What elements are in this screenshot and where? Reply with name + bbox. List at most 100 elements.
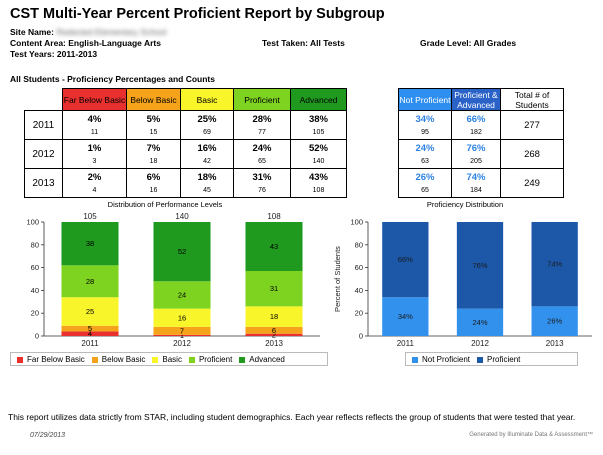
table-header-row: Far Below Basic Below Basic Basic Profic… bbox=[25, 88, 564, 111]
header-not-proficient: Not Proficient bbox=[398, 88, 452, 111]
proficiency-chart-title: Proficiency Distribution bbox=[426, 200, 504, 209]
cell-proficient: 24% 65 bbox=[233, 139, 291, 169]
row-year: 2012 bbox=[24, 139, 63, 169]
cell-count: 108 bbox=[312, 186, 325, 194]
bar-segment bbox=[245, 306, 303, 327]
cell-proficient-advanced: 74% 184 bbox=[451, 168, 501, 198]
cell-percent: 34% bbox=[415, 113, 435, 125]
cell-count: 140 bbox=[312, 157, 325, 165]
bar-segment bbox=[531, 306, 578, 336]
legend-label: Basic bbox=[162, 355, 182, 364]
bar-segment bbox=[382, 297, 429, 336]
y-tick-label: 60 bbox=[355, 263, 363, 272]
cell-count: 16 bbox=[149, 186, 158, 194]
legend-swatch bbox=[17, 356, 23, 363]
report-title: CST Multi-Year Percent Proficient Report… bbox=[10, 6, 385, 22]
cell-advanced: 38% 105 bbox=[290, 110, 347, 140]
header-below-basic: Below Basic bbox=[126, 88, 181, 111]
bar-segment bbox=[382, 222, 429, 298]
x-tick-label: 2012 bbox=[471, 339, 489, 348]
cell-gap bbox=[347, 111, 399, 140]
header-proficient-advanced: Proficient & Advanced bbox=[451, 88, 501, 111]
cell-not-proficient: 34% 95 bbox=[398, 110, 452, 140]
legend-item: Basic bbox=[152, 355, 182, 364]
cell-percent: 74% bbox=[466, 171, 486, 183]
legend-label: Not Proficient bbox=[422, 355, 471, 364]
legend-swatch bbox=[152, 356, 159, 363]
cell-percent: 16% bbox=[197, 142, 217, 154]
legend-item: Advanced bbox=[239, 355, 285, 364]
y-tick-label: 100 bbox=[350, 218, 363, 227]
cell-count: 182 bbox=[470, 128, 482, 136]
cell-basic: 16% 42 bbox=[180, 139, 234, 169]
bar-segment bbox=[61, 265, 119, 298]
cell-count: 65 bbox=[421, 186, 429, 194]
cell-percent: 66% bbox=[466, 113, 486, 125]
table-row: 2013 2% 4 6% 16 18% 45 31% 76 43% 108 26% 65 7… bbox=[24, 168, 564, 198]
site-name-value: Redacted Elementary School bbox=[56, 27, 167, 37]
x-tick-label: 2012 bbox=[173, 339, 191, 348]
bar-segment bbox=[531, 222, 578, 307]
cell-count: 77 bbox=[258, 128, 266, 136]
segment-label: 2 bbox=[272, 330, 276, 339]
legend-swatch bbox=[188, 356, 195, 363]
cell-basic: 25% 69 bbox=[180, 110, 234, 140]
cell-percent: 24% bbox=[415, 142, 435, 154]
cell-percent: 2% bbox=[87, 171, 102, 183]
header-spacer bbox=[25, 89, 63, 111]
cell-percent: 26% bbox=[415, 171, 435, 183]
segment-label: 28 bbox=[86, 277, 94, 286]
header-advanced: Advanced bbox=[290, 88, 347, 111]
legend-label: Advanced bbox=[249, 355, 285, 364]
cell-count: 63 bbox=[421, 157, 429, 165]
segment-label: 66% bbox=[398, 255, 413, 264]
cell-percent: 38% bbox=[308, 113, 328, 125]
bar-segment bbox=[456, 222, 504, 309]
legend-label: Proficient bbox=[487, 355, 521, 364]
cell-count: 45 bbox=[203, 186, 211, 194]
cell-percent: 5% bbox=[146, 113, 161, 125]
bar-top-label: 108 bbox=[267, 212, 281, 221]
cell-count: 69 bbox=[203, 128, 211, 136]
footnote: This report utilizes data strictly from … bbox=[8, 412, 576, 422]
segment-label: 18 bbox=[270, 312, 278, 321]
distribution-chart: 0 20 40 60 80 100 45 25 28 38 2011 17 16 24 52 2012 26 18… bbox=[26, 212, 320, 348]
cell-advanced: 52% 140 bbox=[290, 139, 347, 169]
segment-label: 16 bbox=[178, 313, 186, 322]
cell-percent: 4% bbox=[87, 113, 102, 125]
test-taken: Test Taken: All Tests bbox=[262, 38, 345, 48]
legend-item: Far Below Basic bbox=[17, 355, 85, 364]
cell-total: 277 bbox=[500, 110, 564, 140]
cell-proficient-advanced: 76% 205 bbox=[451, 139, 501, 169]
proficiency-chart: 0 20 40 60 80 100 Percent of Students 34% 66% 201… bbox=[333, 218, 592, 348]
cell-count: 42 bbox=[203, 157, 211, 165]
legend-item: Below Basic bbox=[91, 355, 146, 364]
cell-percent: 52% bbox=[308, 142, 328, 154]
bar-top-label: 105 bbox=[83, 212, 97, 221]
cell-gap bbox=[347, 169, 399, 198]
cell-below-basic: 6% 16 bbox=[126, 168, 181, 198]
table-row: 2012 1% 3 7% 18 16% 42 24% 65 52% 140 24% 63 7… bbox=[24, 139, 564, 169]
cell-count: 105 bbox=[312, 128, 325, 136]
segment-label: 76% bbox=[472, 261, 487, 270]
bar-segment bbox=[153, 326, 211, 335]
bar-segment bbox=[245, 326, 303, 334]
cell-count: 76 bbox=[258, 186, 266, 194]
cell-percent: 7% bbox=[146, 142, 161, 154]
y-tick-label: 20 bbox=[355, 309, 363, 318]
cell-total: 268 bbox=[500, 139, 564, 169]
cell-advanced: 43% 108 bbox=[290, 168, 347, 198]
bar-segment bbox=[153, 222, 211, 282]
cell-below-basic: 7% 18 bbox=[126, 139, 181, 169]
cell-gap bbox=[347, 140, 399, 169]
header-total-students: Total # of Students bbox=[500, 88, 564, 111]
cell-far-below-basic: 1% 3 bbox=[62, 139, 127, 169]
generated-by: Generated by Illuminate Data & Assessmen… bbox=[469, 432, 593, 438]
legend-label: Below Basic bbox=[101, 355, 146, 364]
site-name-row: Site Name: Redacted Elementary School bbox=[10, 27, 166, 37]
cell-not-proficient: 24% 63 bbox=[398, 139, 452, 169]
cell-percent: 6% bbox=[146, 171, 161, 183]
proficiency-table: Far Below Basic Below Basic Basic Profic… bbox=[24, 88, 564, 198]
legend-swatch bbox=[477, 356, 484, 363]
segment-label: 38 bbox=[86, 239, 94, 248]
